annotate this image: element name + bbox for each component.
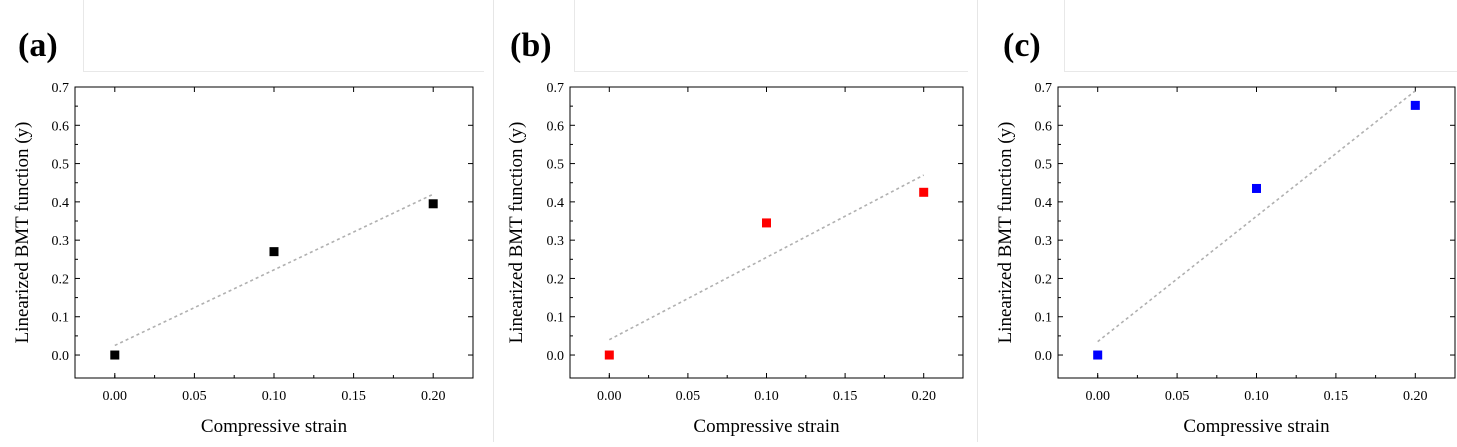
x-tick-label: 0.15 <box>341 389 366 404</box>
y-tick-label: 0.3 <box>547 234 565 249</box>
x-tick-label: 0.05 <box>676 389 701 404</box>
y-tick-label: 0.5 <box>547 158 565 173</box>
panel-divider <box>493 0 494 442</box>
y-axis-title: Linearized BMT function (y) <box>12 122 33 344</box>
y-tick-label: 0.5 <box>1035 158 1053 173</box>
y-axis-title: Linearized BMT function (y) <box>995 122 1016 344</box>
x-tick-label: 0.00 <box>103 389 128 404</box>
x-tick-label: 0.20 <box>421 389 446 404</box>
data-point <box>762 218 771 228</box>
x-axis-title: Compressive strain <box>693 416 840 437</box>
x-tick-label: 0.05 <box>1165 389 1190 404</box>
x-tick-label: 0.20 <box>911 389 936 404</box>
panel-label: (c) <box>1003 27 1041 64</box>
fit-line <box>114 193 434 347</box>
y-tick-label: 0.1 <box>1035 311 1053 326</box>
y-tick-label: 0.0 <box>1035 349 1053 364</box>
y-tick-label: 0.7 <box>1035 81 1053 96</box>
y-tick-label: 0.2 <box>547 272 565 287</box>
y-axis-title: Linearized BMT function (y) <box>506 122 527 344</box>
panel-b-header-frame <box>574 0 968 72</box>
data-point <box>269 247 279 257</box>
fit-line <box>1097 90 1416 343</box>
x-tick-label: 0.10 <box>1244 389 1269 404</box>
y-tick-label: 0.1 <box>547 311 565 326</box>
x-tick-label: 0.05 <box>182 389 207 404</box>
data-point <box>604 350 614 360</box>
x-tick-label: 0.00 <box>597 389 622 404</box>
panel-label: (b) <box>510 27 552 64</box>
plot-frame <box>74 86 474 379</box>
y-tick-label: 0.1 <box>52 311 70 326</box>
x-tick-label: 0.00 <box>1085 389 1110 404</box>
y-tick-label: 0.6 <box>52 119 70 134</box>
plot-frame <box>1057 86 1456 379</box>
y-tick-label: 0.4 <box>1035 196 1053 211</box>
y-tick-label: 0.2 <box>52 272 70 287</box>
panel-divider <box>977 0 978 442</box>
fit-line <box>608 174 925 341</box>
x-axis-title: Compressive strain <box>1183 416 1330 437</box>
y-tick-label: 0.3 <box>52 234 70 249</box>
y-tick-label: 0.6 <box>1035 119 1053 134</box>
y-tick-label: 0.4 <box>547 196 565 211</box>
y-tick-label: 0.3 <box>1035 234 1053 249</box>
x-tick-label: 0.20 <box>1403 389 1428 404</box>
y-tick-label: 0.0 <box>52 349 70 364</box>
data-point <box>1410 100 1420 110</box>
chart-panel-a: (a) 0.0 0.1 0.2 0.3 0.4 0.5 0.6 0.7 0.00 0.05 0.10 0… <box>12 27 474 437</box>
y-tick-label: 0.2 <box>1035 272 1053 287</box>
data-point <box>919 187 929 197</box>
y-tick-label: 0.7 <box>547 81 565 96</box>
data-point <box>1093 350 1103 360</box>
panel-c-header-frame <box>1064 0 1457 72</box>
x-tick-label: 0.10 <box>262 389 287 404</box>
y-tick-label: 0.5 <box>52 158 70 173</box>
x-tick-label: 0.15 <box>833 389 858 404</box>
x-axis-title: Compressive strain <box>201 416 348 437</box>
panel-a-header-frame <box>83 0 484 72</box>
y-tick-label: 0.0 <box>547 349 565 364</box>
panel-label: (a) <box>18 27 58 64</box>
x-tick-label: 0.10 <box>754 389 779 404</box>
y-tick-label: 0.4 <box>52 196 70 211</box>
y-tick-label: 0.7 <box>52 81 70 96</box>
data-point <box>110 350 120 360</box>
plot-frame <box>569 86 964 379</box>
chart-panel-c: (c) 0.0 0.1 0.2 0.3 0.4 0.5 0.6 0.7 0.00 0.05 0.10 0… <box>995 27 1456 437</box>
data-point <box>1252 183 1261 193</box>
x-tick-label: 0.15 <box>1324 389 1349 404</box>
chart-panel-b: (b) 0.0 0.1 0.2 0.3 0.4 0.5 0.6 0.7 0.00 0.05 0.10 0… <box>506 27 964 437</box>
data-point <box>428 199 438 209</box>
y-tick-label: 0.6 <box>547 119 565 134</box>
